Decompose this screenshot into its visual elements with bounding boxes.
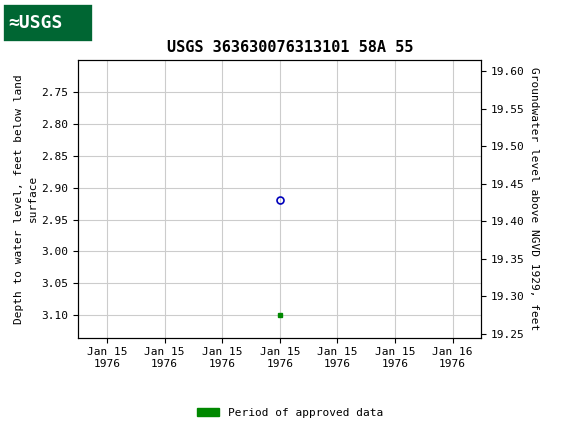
Y-axis label: Depth to water level, feet below land
surface: Depth to water level, feet below land su…	[14, 74, 38, 324]
Y-axis label: Groundwater level above NGVD 1929, feet: Groundwater level above NGVD 1929, feet	[529, 67, 539, 331]
FancyBboxPatch shape	[3, 3, 93, 42]
Text: ≈USGS: ≈USGS	[9, 14, 63, 31]
Legend: Period of approved data: Period of approved data	[193, 403, 387, 422]
Text: USGS 363630076313101 58A 55: USGS 363630076313101 58A 55	[167, 40, 413, 55]
